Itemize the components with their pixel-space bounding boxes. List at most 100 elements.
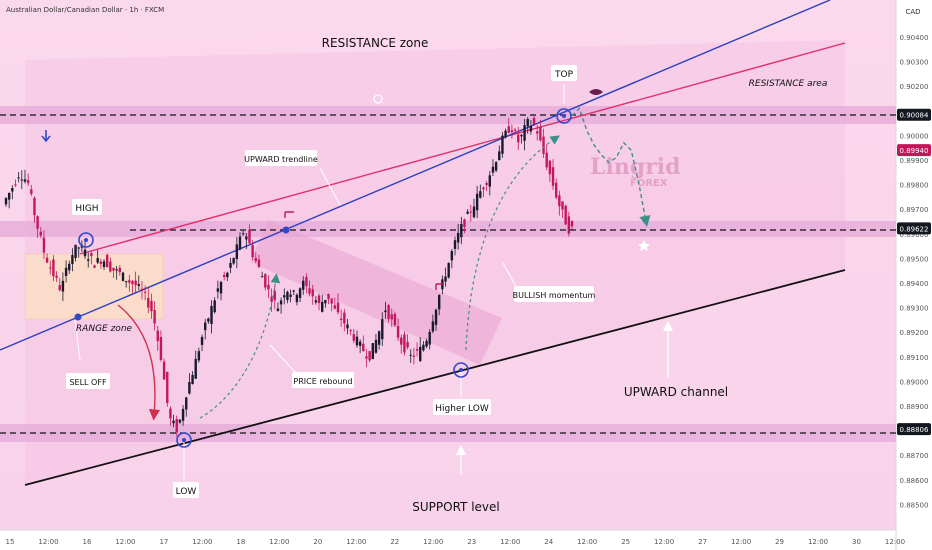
candle-body xyxy=(137,284,141,286)
candle-body xyxy=(99,261,103,264)
candle-body xyxy=(469,211,473,213)
y-tick-label: 0.89200 xyxy=(900,329,929,337)
top-label: TOP xyxy=(554,70,574,80)
candle-body xyxy=(302,280,305,290)
candle-body xyxy=(118,267,122,273)
x-tick-label: 12:00 xyxy=(808,538,828,546)
candle-body xyxy=(245,236,248,240)
high-marker[interactable] xyxy=(78,232,94,248)
candle-body xyxy=(121,272,125,281)
candle-body xyxy=(248,229,251,244)
candle-body xyxy=(87,259,90,261)
candle-body xyxy=(507,126,510,133)
x-tick-label: 25 xyxy=(621,538,630,546)
candle-body xyxy=(229,262,232,268)
candle-body xyxy=(374,339,378,353)
candle-body xyxy=(352,334,356,341)
candle-body xyxy=(504,130,507,138)
candles xyxy=(4,115,574,437)
candle-body xyxy=(513,129,517,131)
x-tick-label: 12:00 xyxy=(423,538,443,546)
candle-body xyxy=(185,397,188,410)
upward-channel-label: UPWARD channel xyxy=(624,385,728,399)
candle-body xyxy=(529,125,533,132)
x-tick-label: 18 xyxy=(236,538,245,546)
x-tick-label: 20 xyxy=(313,538,322,546)
higher-low-marker[interactable] xyxy=(453,362,469,378)
candle-body xyxy=(403,334,406,353)
sell-off-arrow xyxy=(117,304,161,421)
candle-body xyxy=(39,231,42,236)
x-tick-label: 12:00 xyxy=(269,538,289,546)
candle-body xyxy=(49,267,52,269)
resistance-band xyxy=(0,106,896,124)
resistance-area-label: RESISTANCE area xyxy=(749,79,828,89)
candle-body xyxy=(523,125,526,141)
candle-body xyxy=(384,310,387,313)
candle-body xyxy=(181,408,185,421)
candle-body xyxy=(314,300,318,303)
y-tick-label: 0.89500 xyxy=(900,255,929,263)
top-marker[interactable] xyxy=(556,108,572,124)
candle-body xyxy=(216,288,220,292)
channel-support-line[interactable] xyxy=(24,269,846,486)
candle-body xyxy=(17,177,20,179)
candle-body xyxy=(501,135,504,154)
candle-body xyxy=(485,183,488,185)
candle-body xyxy=(463,219,466,227)
candle-body xyxy=(36,216,39,229)
candle-body xyxy=(396,326,400,338)
support-band xyxy=(0,424,896,442)
candle-body xyxy=(295,294,299,303)
candle-body xyxy=(390,314,393,320)
candle-body xyxy=(61,280,65,292)
candle-body xyxy=(321,301,324,312)
candle-body xyxy=(437,294,441,310)
candle-body xyxy=(570,221,574,227)
price-label-text: 0.90084 xyxy=(900,112,929,120)
candle-body xyxy=(330,298,333,304)
candle-body xyxy=(105,254,109,268)
candle-body xyxy=(324,299,327,304)
target-icon xyxy=(373,94,383,104)
y-tick-label: 0.90000 xyxy=(900,132,929,140)
candle-body xyxy=(567,216,571,234)
candle-body xyxy=(194,358,197,379)
candle-body xyxy=(4,198,8,205)
candle-body xyxy=(175,418,178,433)
candle-body xyxy=(207,318,210,322)
price-label-text: 0.89940 xyxy=(900,147,929,155)
y-tick-label: 0.89400 xyxy=(900,280,929,288)
candle-body xyxy=(542,136,545,154)
candle-body xyxy=(45,257,49,263)
candle-body xyxy=(102,261,106,268)
low-tag: LOW xyxy=(173,482,199,498)
candle-body xyxy=(491,166,495,173)
candle-body xyxy=(219,282,223,294)
candle-body xyxy=(260,276,264,278)
x-axis: 15 12:00 16 12:00 17 12:00 18 12:00 20 12:00 22 12:… xyxy=(6,538,906,546)
candle-body xyxy=(200,336,204,345)
upward-trendline[interactable] xyxy=(0,0,831,351)
candle-body xyxy=(279,300,283,305)
candle-body xyxy=(131,281,134,285)
candle-body xyxy=(545,152,548,168)
top-dot xyxy=(562,114,566,118)
bullish-momentum-label: BULLISH momentum xyxy=(513,291,596,300)
y-tick-label: 0.90200 xyxy=(900,83,929,91)
candle-body xyxy=(134,280,137,286)
candle-body xyxy=(283,295,286,298)
y-tick-label: 0.90400 xyxy=(900,34,929,42)
candle-body xyxy=(365,356,368,359)
resistance-trendline[interactable] xyxy=(79,42,846,255)
candle-body xyxy=(156,330,159,342)
candle-body xyxy=(83,249,87,257)
price-label-box xyxy=(897,108,931,121)
low-marker[interactable] xyxy=(176,432,192,448)
candle-body xyxy=(96,258,99,263)
price-label-box xyxy=(897,423,931,436)
candle-body xyxy=(26,180,30,184)
candle-body xyxy=(222,274,226,278)
trendline-anchor-dot xyxy=(282,226,290,234)
